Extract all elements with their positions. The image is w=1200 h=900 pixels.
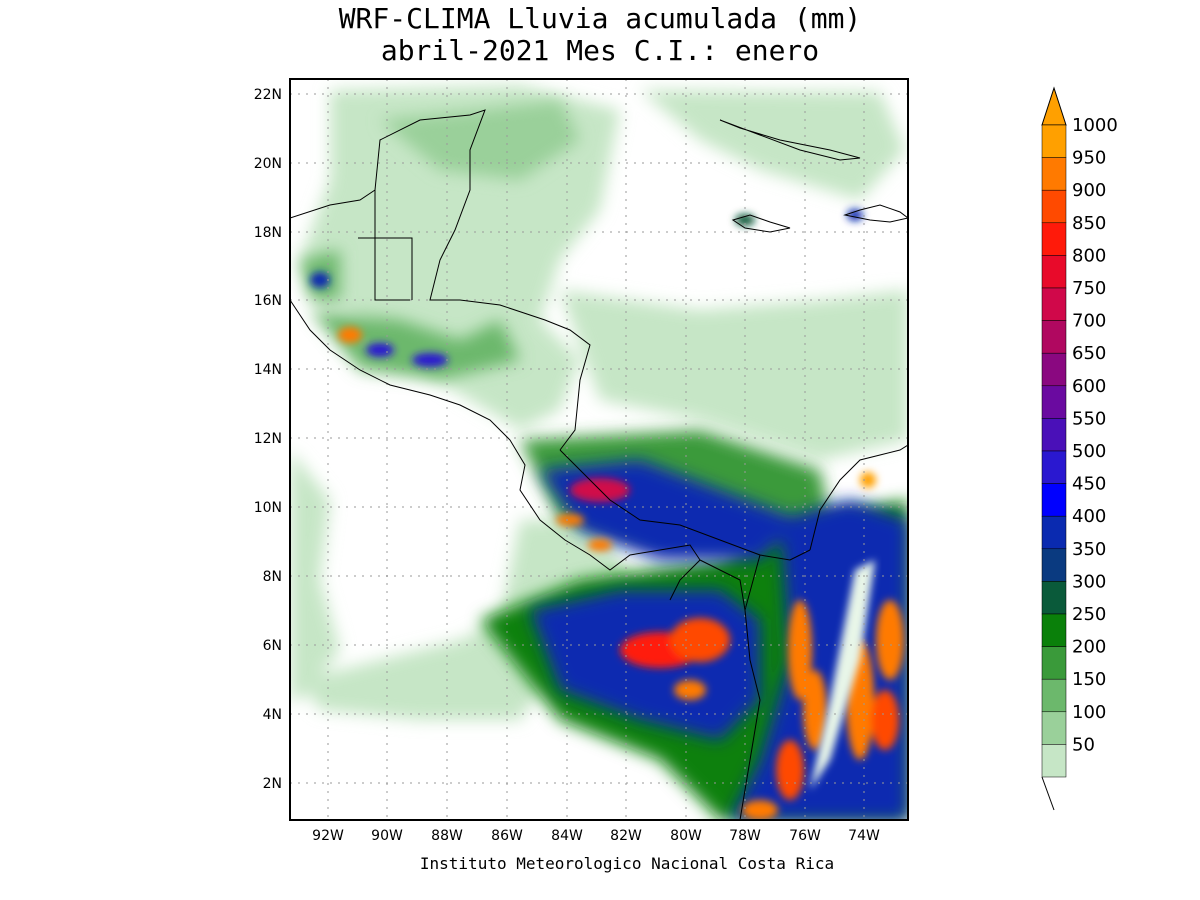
grid [290,79,908,820]
lon-label: 86W [491,828,523,844]
colorbar-swatch [1041,483,1067,517]
colorbar-swatch [1041,189,1067,224]
map-frame [289,78,909,821]
colorbar-swatch [1041,287,1067,321]
colorbar-swatch [1041,515,1067,550]
colorbar-swatch [1041,157,1067,191]
lat-label: 10N [254,500,282,516]
colorbar-swatch [1041,613,1067,647]
colorbar-label: 400 [1072,506,1106,527]
lon-label: 92W [312,828,344,844]
lat-label: 12N [254,431,282,447]
colorbar-swatch [1041,418,1067,452]
colorbar-max-arrow [1041,86,1067,126]
colorbar-label: 100 [1072,702,1106,723]
coastlines [290,109,908,820]
colorbar-swatch [1041,744,1067,778]
colorbar-swatch [1041,711,1067,745]
colorbar-label: 950 [1072,148,1106,169]
map-subtitle: abril-2021 Mes C.I.: enero [380,34,820,67]
lat-label: 14N [254,362,282,378]
colorbar-label: 300 [1072,571,1106,592]
map-title: WRF-CLIMA Lluvia acumulada (mm) [338,2,862,35]
lat-label: 2N [263,776,282,792]
colorbar-label: 750 [1072,278,1106,299]
lon-label: 82W [610,828,642,844]
colorbar-label: 550 [1072,408,1106,429]
colorbar-swatch [1041,678,1067,713]
colorbar-label: 850 [1072,213,1106,234]
colorbar-label: 450 [1072,474,1106,495]
colorbar-label: 350 [1072,539,1106,560]
lon-label: 74W [848,828,880,844]
colorbar-min-tail [1041,776,1055,811]
lat-label: 18N [254,225,282,241]
lat-label: 6N [263,638,282,654]
colorbar-label: 650 [1072,343,1106,364]
colorbar-swatch [1041,320,1067,354]
colorbar-label: 800 [1072,245,1106,266]
colorbar-label: 250 [1072,604,1106,625]
latitude-axis: 22N 20N 18N 16N 14N 12N 10N 8N 6N 4N 2N [254,87,282,792]
lon-label: 90W [371,828,403,844]
colorbar-swatch [1041,385,1067,419]
colorbar-swatch [1041,352,1067,387]
colorbar-label: 500 [1072,441,1106,462]
colorbar-swatch [1041,450,1067,484]
colorbar-swatch [1041,124,1067,158]
lat-label: 22N [254,87,282,103]
rainfall-field [290,79,908,820]
lon-label: 88W [431,828,463,844]
colorbar-swatch [1041,581,1067,615]
colorbar-label: 900 [1072,180,1106,201]
credit-text: Instituto Meteorologico Nacional Costa R… [420,854,834,873]
colorbar-label: 150 [1072,669,1106,690]
lat-label: 4N [263,707,282,723]
colorbar-label: 200 [1072,637,1106,658]
colorbar-label: 1000 [1072,115,1118,136]
colorbar-swatch [1041,222,1067,256]
lat-label: 16N [254,293,282,309]
lon-label: 76W [789,828,821,844]
lon-label: 80W [670,828,702,844]
colorbar: 1000 950 900 850 800 750 700 650 600 550 500 450 400… [1041,86,1118,811]
colorbar-label: 600 [1072,376,1106,397]
lon-label: 84W [551,828,583,844]
lon-label: 78W [729,828,761,844]
colorbar-swatch [1041,255,1067,289]
colorbar-swatch [1041,646,1067,680]
lat-label: 20N [254,156,282,172]
colorbar-label: 50 [1072,734,1095,755]
colorbar-swatch [1041,548,1067,582]
lat-label: 8N [263,569,282,585]
colorbar-label: 700 [1072,311,1106,332]
longitude-axis: 92W 90W 88W 86W 84W 82W 80W 78W 76W 74W [312,828,880,844]
